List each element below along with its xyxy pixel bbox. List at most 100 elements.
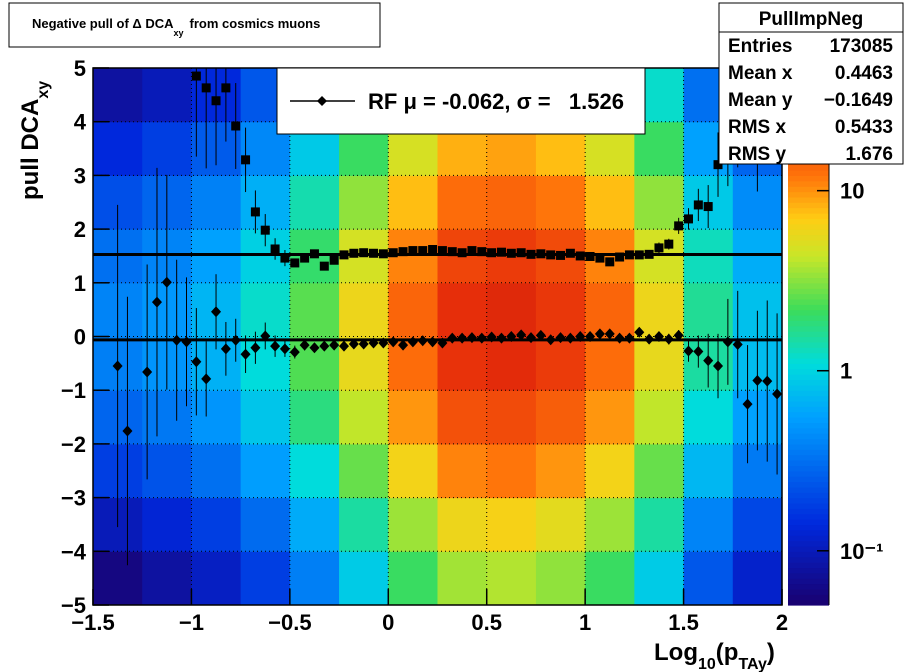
heat-cell (142, 121, 192, 176)
heat-cell (732, 497, 782, 552)
heat-cell (142, 551, 192, 605)
heat-cell (634, 551, 685, 605)
heat-cell (535, 443, 586, 499)
sigma-point (231, 121, 241, 131)
palette-step (788, 529, 829, 536)
heat-cell (388, 175, 438, 230)
mean-point (260, 330, 271, 342)
sigma-point (270, 244, 280, 254)
mean-point (486, 331, 497, 343)
mean-point (338, 340, 349, 352)
heat-cell (142, 68, 192, 123)
palette-step (788, 325, 829, 332)
heat-cell (339, 282, 389, 337)
heat-cell (486, 175, 537, 230)
mean-point (526, 332, 537, 344)
x-tick-label: 1.5 (668, 610, 699, 635)
mean-point (388, 336, 399, 348)
heat-cell (535, 497, 586, 552)
palette-step (788, 508, 829, 515)
heat-cell (142, 497, 192, 552)
sigma-point (644, 249, 654, 259)
stats-value: −0.1649 (824, 90, 893, 111)
palette-step (788, 486, 829, 493)
sigma-point (634, 250, 644, 260)
heat-cell (486, 497, 537, 552)
mean-point (270, 340, 281, 352)
z-tick-label: 10⁻¹ (840, 539, 883, 564)
mean-point (112, 360, 123, 372)
mean-point (171, 334, 182, 346)
mean-point (604, 328, 615, 340)
heat-cell (240, 551, 291, 605)
legend-label: RF μ = -0.062, σ = 1.526 (368, 89, 624, 114)
sigma-point (506, 248, 516, 258)
y-title-sub: xy (35, 81, 52, 99)
sigma-point (556, 250, 566, 260)
palette-step (788, 551, 829, 558)
x-tick-label: −1.5 (71, 610, 114, 635)
sigma-point (428, 245, 438, 255)
palette-step (788, 191, 829, 198)
x-title-sub: 10 (698, 656, 716, 672)
mean-point (457, 332, 468, 344)
heat-cell (437, 336, 488, 391)
heat-cell (388, 282, 438, 337)
heat-cell (634, 497, 685, 552)
mean-point (476, 332, 487, 344)
mean-point (427, 336, 438, 348)
axes: −1.5 −1 −0.5 0 0.5 1 1.5 2 −5 −4 −3 −2 −1 0 1 2 3 4 5 (61, 56, 788, 635)
y-tick-label: −3 (61, 486, 86, 511)
palette-step (788, 352, 829, 359)
stats-value: 1.676 (845, 144, 893, 165)
palette-step (788, 234, 829, 241)
x-title-sub: TAy (738, 656, 767, 672)
mean-point (752, 375, 763, 387)
sigma-point (300, 253, 310, 263)
y-tick-label: 2 (74, 217, 86, 242)
palette-step (788, 556, 829, 563)
heat-cell (93, 121, 143, 176)
mean-point (614, 332, 625, 344)
sigma-point (457, 248, 467, 258)
x-tick-label: 2 (776, 610, 788, 635)
y-tick-label: −2 (61, 432, 86, 457)
heat-cell (634, 175, 685, 230)
palette-step (788, 229, 829, 236)
heat-cell (191, 497, 242, 552)
palette-step (788, 460, 829, 466)
title-text: Negative pull of Δ DCA (32, 16, 174, 31)
mean-point (358, 338, 369, 350)
heat-cell (683, 497, 734, 552)
palette-step (788, 492, 829, 499)
mean-point (742, 398, 753, 410)
palette-step (788, 277, 829, 284)
heat-cell (732, 229, 782, 284)
sigma-point (211, 96, 221, 106)
mean-point (211, 306, 222, 318)
heat-cell (683, 282, 734, 337)
sigma-point (487, 248, 497, 258)
palette-step (788, 588, 829, 595)
sigma-point (221, 83, 231, 93)
sigma-point (664, 239, 674, 249)
sigma-point (398, 247, 408, 257)
x-title-text: Log (654, 639, 698, 666)
mean-point (585, 331, 596, 342)
palette-step (788, 363, 829, 370)
sigma-point (241, 155, 251, 165)
mean-point (398, 339, 409, 351)
heat-cell (289, 175, 340, 230)
heat-cell (289, 282, 340, 337)
mean-point (417, 335, 428, 347)
palette-step (788, 212, 829, 219)
palette-step (788, 357, 829, 364)
mean-point (762, 375, 773, 387)
heat-cell (437, 443, 488, 499)
palette-step (788, 411, 829, 418)
palette-step (788, 282, 829, 289)
sigma-point (319, 261, 329, 271)
heat-cell (634, 443, 685, 499)
mean-point (151, 296, 162, 308)
heat-cell (732, 443, 782, 499)
